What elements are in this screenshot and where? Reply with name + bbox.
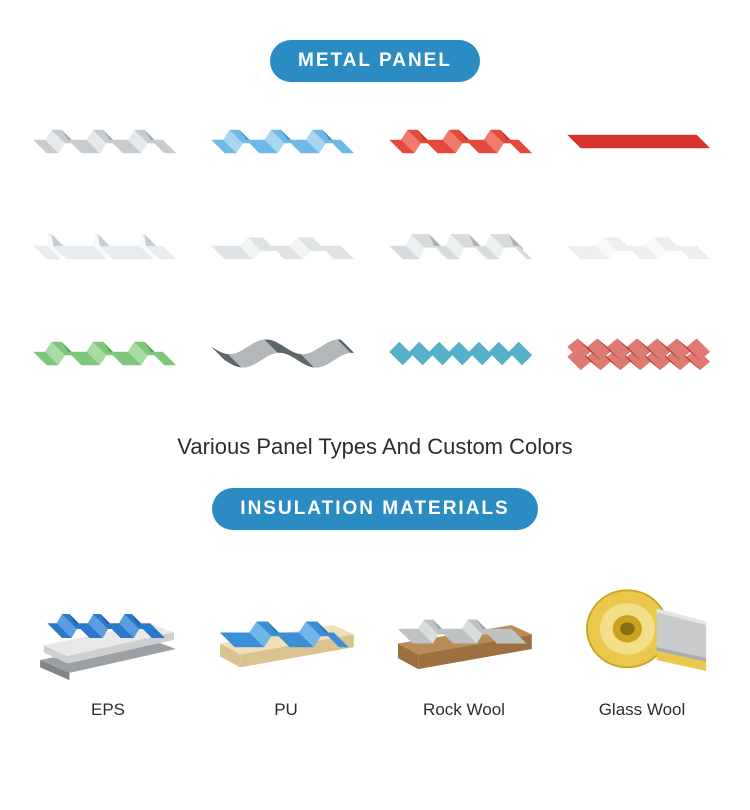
metal-panel-sample [557,322,727,380]
insulation-label: EPS [91,700,125,720]
metal-panel-sample [557,216,727,274]
insulation-label: Glass Wool [599,700,686,720]
metal-panel-sample [379,110,549,168]
metal-panel-sample [23,110,193,168]
insulation-item: EPS [23,572,193,720]
panel-subtitle: Various Panel Types And Custom Colors [177,434,572,460]
insulation-grid: EPS PU Rock Wool Glass Wool [23,572,727,720]
insulation-label: PU [274,700,298,720]
metal-panel-sample [201,110,371,168]
metal-panel-sample [23,322,193,380]
metal-panel-sample [23,216,193,274]
insulation-image [33,572,183,682]
insulation-title: INSULATION MATERIALS [212,488,537,530]
insulation-item: Glass Wool [557,572,727,720]
metal-panel-sample [557,110,727,168]
insulation-item: Rock Wool [379,572,549,720]
insulation-item: PU [201,572,371,720]
insulation-image [567,572,717,682]
metal-panel-sample [201,322,371,380]
metal-panel-sample [201,216,371,274]
metal-panel-sample [379,322,549,380]
metal-panel-sample [379,216,549,274]
metal-panel-title: METAL PANEL [270,40,480,82]
metal-panel-grid [23,110,727,380]
insulation-image [389,572,539,682]
insulation-label: Rock Wool [423,700,505,720]
insulation-image [211,572,361,682]
